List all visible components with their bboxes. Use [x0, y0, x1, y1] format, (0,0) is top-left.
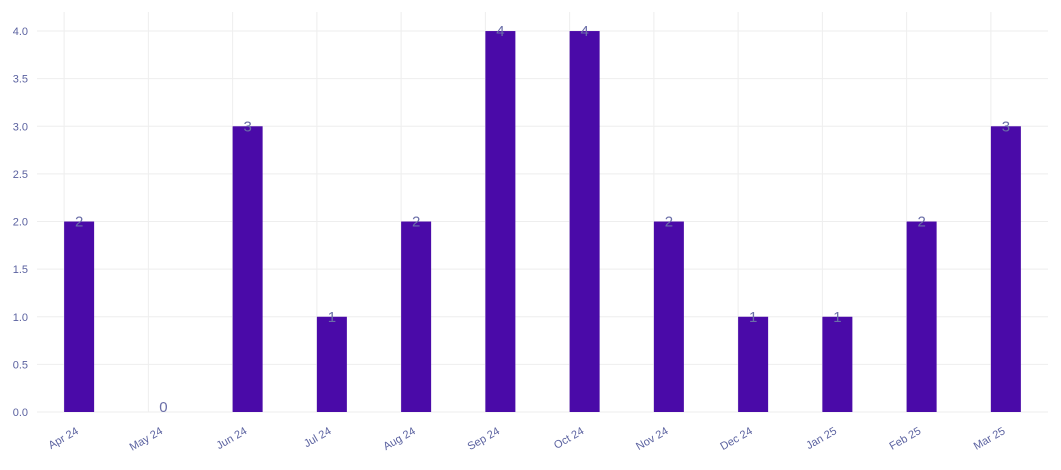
grid-lines — [37, 12, 1048, 413]
x-tick-label: Feb 25 — [887, 425, 923, 453]
bar-aug-24[interactable] — [401, 221, 432, 412]
bar-oct-24[interactable] — [569, 31, 600, 413]
x-tick-label: Apr 24 — [47, 425, 81, 452]
x-tick-label: May 24 — [128, 425, 165, 453]
data-label: 2 — [917, 214, 925, 231]
data-label: 2 — [75, 214, 83, 231]
bar-apr-24[interactable] — [64, 221, 95, 412]
data-label: 1 — [749, 309, 757, 326]
bar-sep-24[interactable] — [485, 31, 516, 413]
bars — [64, 31, 1021, 413]
y-tick-label: 2.5 — [13, 169, 28, 181]
x-tick-label: Nov 24 — [634, 425, 670, 453]
x-tick-label: Dec 24 — [718, 425, 754, 453]
data-label: 4 — [496, 23, 504, 40]
y-tick-label: 0.5 — [13, 359, 28, 371]
bar-feb-25[interactable] — [906, 221, 937, 412]
bar-mar-25[interactable] — [990, 126, 1021, 413]
data-label: 2 — [665, 214, 673, 231]
x-tick-label: Jul 24 — [302, 425, 333, 450]
y-tick-label: 4.0 — [13, 26, 28, 38]
x-tick-label: Oct 24 — [552, 425, 586, 452]
x-tick-label: Jan 25 — [804, 425, 839, 452]
bar-jan-25[interactable] — [822, 316, 853, 412]
x-tick-label: Sep 24 — [466, 425, 502, 453]
x-tick-label: Aug 24 — [381, 425, 417, 453]
data-label: 0 — [159, 399, 167, 416]
data-labels: 2 0 3 1 2 4 4 2 1 1 2 3 — [75, 23, 1010, 416]
y-tick-label: 1.0 — [13, 312, 28, 324]
y-tick-label: 3.5 — [13, 74, 28, 86]
y-tick-label: 2.0 — [13, 217, 28, 229]
bar-nov-24[interactable] — [653, 221, 684, 412]
bar-jul-24[interactable] — [316, 316, 347, 412]
data-label: 2 — [412, 214, 420, 231]
x-tick-label: Jun 24 — [215, 425, 250, 452]
y-tick-label: 0.0 — [13, 407, 28, 419]
bar-jun-24[interactable] — [232, 126, 263, 413]
data-label: 1 — [328, 309, 336, 326]
x-axis-ticks: Apr 24 May 24 Jun 24 Jul 24 Aug 24 Sep 24 Oct … — [47, 425, 1008, 453]
x-tick-label: Mar 25 — [972, 425, 1008, 453]
data-label: 4 — [580, 23, 588, 40]
y-axis-ticks: 0.0 0.5 1.0 1.5 2.0 2.5 3.0 3.5 4.0 — [13, 26, 28, 419]
bar-dec-24[interactable] — [738, 316, 769, 412]
y-tick-label: 3.0 — [13, 121, 28, 133]
data-label: 3 — [243, 118, 251, 135]
data-label: 3 — [1002, 118, 1010, 135]
data-label: 1 — [833, 309, 841, 326]
y-tick-label: 1.5 — [13, 264, 28, 276]
